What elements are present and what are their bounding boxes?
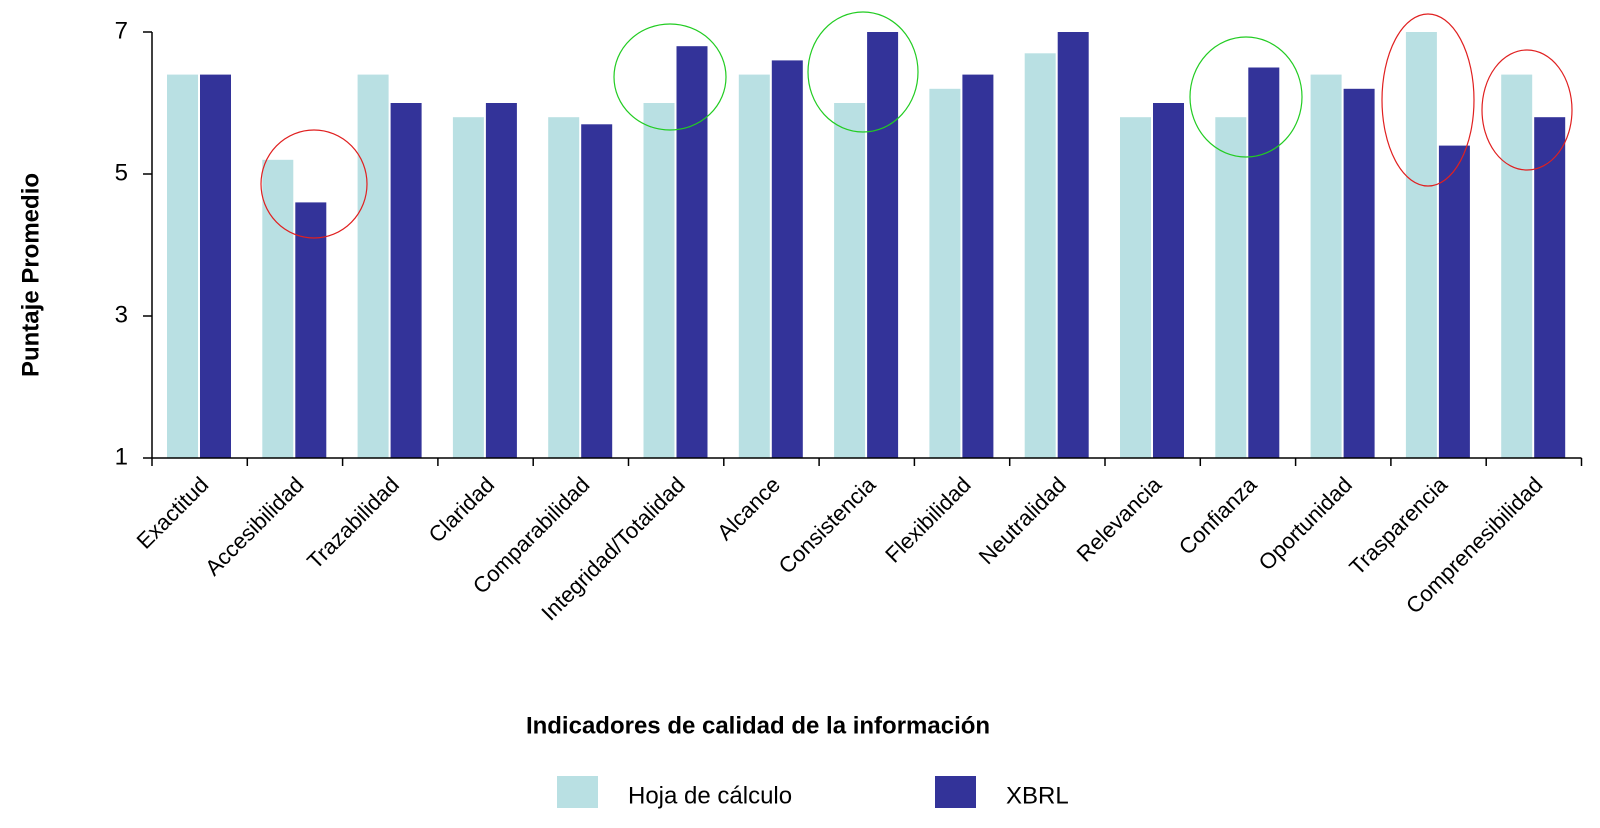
bar [1310,74,1342,458]
bar [452,117,484,458]
bar [200,74,231,458]
bar [867,32,899,458]
bar [1438,145,1470,458]
bar [962,74,994,458]
y-tick-label: 1 [115,443,128,470]
legend-label: XBRL [1006,782,1069,809]
x-tick-label: Confianza [1174,471,1262,559]
x-tick-label: Exactitud [132,472,214,554]
bar [485,103,517,458]
bar [1501,74,1533,458]
bar [1343,88,1375,459]
y-tick-label: 5 [115,159,128,186]
x-tick-label: Trasparencia [1344,471,1452,579]
x-tick-label: Accesibilidad [200,472,308,580]
x-tick-label: Neutralidad [974,472,1071,569]
x-tick-label: Consistencia [774,471,881,578]
x-tick-label: Claridad [424,472,500,548]
bar [390,103,422,458]
annotations [260,11,1573,239]
highlight-circle [1481,49,1573,171]
y-tick-label: 3 [115,301,128,328]
bar [1120,117,1151,458]
bar [738,74,770,458]
bar [1248,67,1280,458]
bar [1405,32,1437,458]
bar [771,60,803,459]
bar [643,103,675,458]
bar [548,117,580,458]
highlight-circle [613,23,727,131]
x-tick-label: Trazabilidad [302,472,404,574]
y-tick-label: 7 [115,17,128,44]
bar [262,159,294,459]
x-tick-label: Relevancia [1072,471,1167,566]
highlight-circle [260,129,368,239]
bar [581,124,613,459]
bar [1057,32,1089,458]
bar [929,88,961,459]
bar [834,103,866,458]
y-axis-label: Puntaje Promedio [17,173,44,377]
x-axis-label: Indicadores de calidad de la información [526,712,990,739]
legend-swatch [557,776,598,808]
highlight-circle [807,11,919,133]
bar [167,74,198,458]
bar [1153,103,1184,458]
highlight-circle [1381,13,1475,187]
bar [1534,117,1566,458]
bar [1024,53,1056,459]
x-tick-label: Alcance [712,472,785,545]
bar [357,74,389,458]
bar [1215,117,1247,458]
x-tick-label: Oportunidad [1254,472,1357,575]
highlight-circle [1189,36,1303,158]
x-tick-label: Flexibilidad [880,472,976,568]
bar [295,202,327,458]
legend-swatch [935,776,976,808]
legend-label: Hoja de cálculo [628,782,792,809]
bar [676,46,708,458]
